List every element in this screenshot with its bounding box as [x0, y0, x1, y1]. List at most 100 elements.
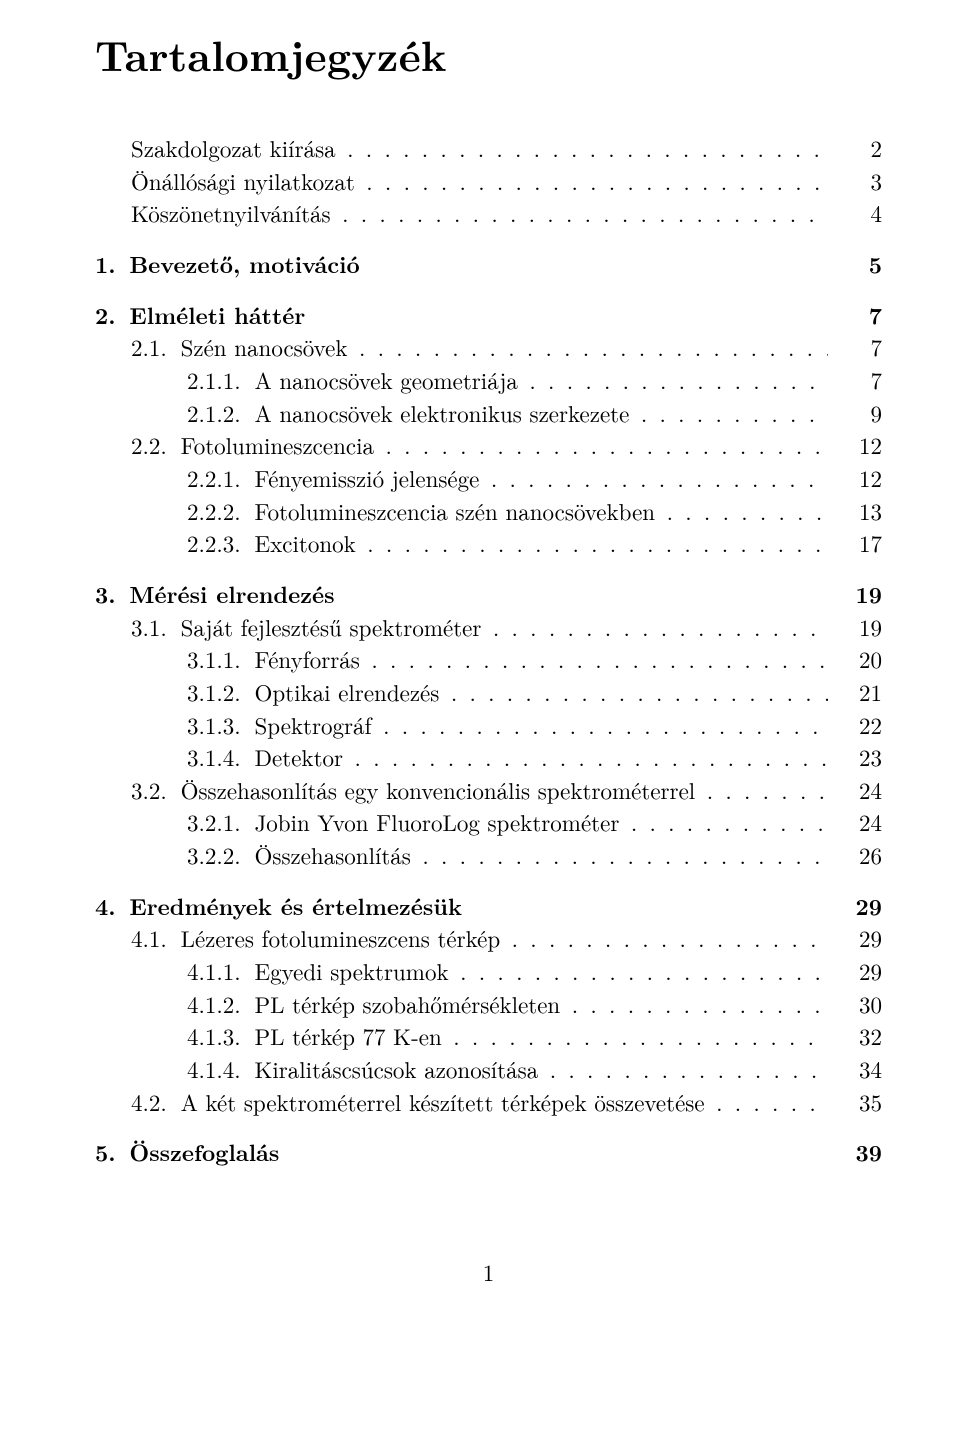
toc-entry-label: Elméleti háttér [129, 299, 305, 332]
toc-entry-page: 7 [836, 331, 882, 364]
toc-entry: 2.2.3. Excitonok 17 [95, 527, 882, 560]
toc-title: Tartalomjegyzék [95, 24, 882, 84]
toc-entry-label: Egyedi spektrumok [254, 955, 448, 988]
toc-entry-page: 32 [836, 1020, 882, 1053]
toc-leader-dots [493, 611, 828, 644]
toc-entry-label: Összehasonlítás [254, 839, 410, 872]
toc-entry-page: 3 [836, 165, 882, 198]
toc-entry: 2.1.Szén nanocsövek7 [95, 331, 882, 364]
toc-entry: 2.2.Fotolumineszcencia12 [95, 429, 882, 462]
toc-entry-label: Kiralitáscsúcsok azonosítása [254, 1053, 538, 1086]
toc-entry: 3.2. Összehasonlítás egy konvencionális s… [95, 774, 882, 807]
toc-entry-number: 3.2. [131, 774, 167, 807]
toc-entry-label: Fényemisszió jelensége [254, 462, 479, 495]
toc-entry: 3.Mérési elrendezés19 [95, 578, 882, 611]
toc-entry-number: 2. [95, 299, 116, 332]
toc-entry-number: 1. [95, 248, 116, 281]
toc-leader-dots [707, 774, 828, 807]
toc-entry-label: Fotolumineszcencia [181, 429, 374, 462]
toc-entry-label: PL térkép szobahőmérsékleten [254, 988, 560, 1021]
toc-entry-page: 21 [836, 676, 882, 709]
toc-entry-label: PL térkép 77 K-en [254, 1020, 441, 1053]
toc-entry-number: 2.1.2. [187, 397, 241, 430]
toc-entry-number: 4.1.4. [187, 1053, 241, 1086]
toc-entry-page: 17 [836, 527, 882, 560]
toc-entry-page: 26 [836, 839, 882, 872]
toc-entry: 4.2. A két spektrométerrel készített térk… [95, 1086, 882, 1119]
toc-entry-label: Bevezető, motiváció [129, 248, 359, 281]
toc-entry: 2.Elméleti háttér7 [95, 299, 882, 332]
toc-entry: 5.Összefoglalás39 [95, 1136, 882, 1169]
toc-entry-page: 4 [836, 197, 882, 230]
toc-leader-dots [451, 676, 828, 709]
toc-entry-label: Köszönetnyilvánítás [131, 197, 331, 230]
toc-entry-page: 29 [836, 922, 882, 955]
toc-entry: 2.1.2. A nanocsövek elektronikus szerkeze… [95, 397, 882, 430]
toc-entry-label: Szén nanocsövek [181, 331, 348, 364]
toc-entry: 4.1.Lézeres fotolumineszcens térkép29 [95, 922, 882, 955]
toc-entry-number: 3. [95, 578, 116, 611]
toc-leader-dots [422, 839, 828, 872]
toc-entry-label: Detektor [254, 741, 343, 774]
toc-entry-label: Spektrográf [254, 709, 371, 742]
toc-entry-label: Excitonok [254, 527, 355, 560]
toc-leader-dots [512, 922, 828, 955]
toc-entry-number: 2.2.2. [187, 495, 241, 528]
toc-entry-label: Eredmények és értelmezésük [129, 890, 462, 923]
toc-entry-number: 4.1.1. [187, 955, 241, 988]
toc-entry-label: Saját fejlesztésű spektrométer [181, 611, 482, 644]
toc-entry-number: 2.2. [131, 429, 167, 462]
toc-leader-dots [355, 741, 828, 774]
toc-entry-label: Optikai elrendezés [254, 676, 439, 709]
toc-list: Szakdolgozat kiírása2Önállósági nyilatko… [95, 132, 882, 1169]
toc-entry-page: 29 [836, 890, 882, 923]
toc-leader-dots [550, 1053, 828, 1086]
toc-entry-label: Összehasonlítás egy konvencionális spekt… [181, 774, 696, 807]
toc-entry-number: 3.1.4. [187, 741, 241, 774]
footer-page-number: 1 [95, 1255, 882, 1288]
toc-entry-label: Mérési elrendezés [129, 578, 334, 611]
toc-entry: 3.1.4. Detektor 23 [95, 741, 882, 774]
toc-entry-page: 5 [836, 248, 882, 281]
toc-entry: 2.2.2. Fotolumineszcencia szén nanocsövek… [95, 495, 882, 528]
toc-entry-number: 2.2.3. [187, 527, 241, 560]
toc-entry-number: 3.1.2. [187, 676, 241, 709]
toc-entry-label: Fotolumineszcencia szén nanocsövekben [254, 495, 655, 528]
toc-leader-dots [641, 397, 828, 430]
toc-leader-dots [371, 643, 828, 676]
toc-entry: 4.1.4.Kiralitáscsúcsok azonosítása34 [95, 1053, 882, 1086]
toc-entry-number: 4.1.2. [187, 988, 241, 1021]
toc-entry-label: Összefoglalás [129, 1136, 279, 1169]
toc-entry: 2.1.1.A nanocsövek geometriája7 [95, 364, 882, 397]
toc-entry-page: 7 [836, 364, 882, 397]
toc-entry-page: 24 [836, 806, 882, 839]
toc-entry-page: 2 [836, 132, 882, 165]
toc-leader-dots [366, 165, 828, 198]
toc-leader-dots [385, 429, 827, 462]
toc-entry-number: 3.2.2. [187, 839, 241, 872]
toc-entry-label: A nanocsövek elektronikus szerkezete [254, 397, 629, 430]
toc-entry-number: 4.2. [131, 1086, 167, 1119]
toc-entry-label: A két spektrométerrel készített térképek… [181, 1086, 705, 1119]
toc-leader-dots [367, 527, 828, 560]
toc-leader-dots [383, 709, 828, 742]
toc-entry: Köszönetnyilvánítás 4 [95, 197, 882, 230]
toc-leader-dots [631, 806, 828, 839]
toc-entry: 3.2.1.Jobin Yvon FluoroLog spektrométer2… [95, 806, 882, 839]
toc-leader-dots [347, 132, 828, 165]
toc-entry-page: 9 [836, 397, 882, 430]
toc-leader-dots [572, 988, 828, 1021]
toc-entry-page: 30 [836, 988, 882, 1021]
toc-entry: 4.1.2. PL térkép szobahőmérsékleten 30 [95, 988, 882, 1021]
toc-entry: 4.1.3.PL térkép 77 K-en32 [95, 1020, 882, 1053]
toc-entry: 3.1.2. Optikai elrendezés 21 [95, 676, 882, 709]
page: Tartalomjegyzék Szakdolgozat kiírása2Öná… [0, 0, 960, 1447]
toc-leader-dots [342, 197, 828, 230]
toc-entry-page: 12 [836, 462, 882, 495]
toc-leader-dots [453, 1020, 828, 1053]
toc-entry-number: 2.2.1. [187, 462, 241, 495]
toc-entry-page: 23 [836, 741, 882, 774]
toc-entry: 3.2.2. Összehasonlítás 26 [95, 839, 882, 872]
toc-entry-label: Szakdolgozat kiírása [131, 132, 336, 165]
toc-entry-label: Fényforrás [254, 643, 359, 676]
